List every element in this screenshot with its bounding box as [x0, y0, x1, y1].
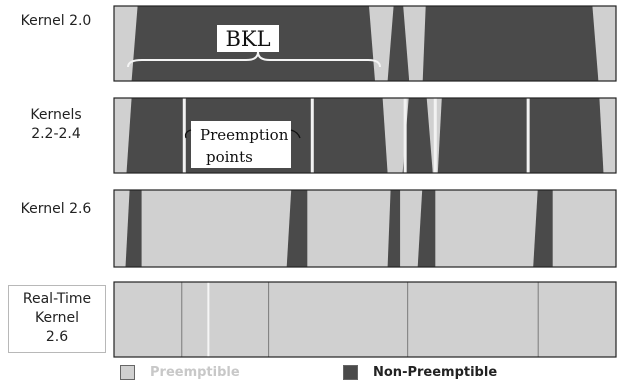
non-preemptible-swatch: [343, 364, 358, 380]
non-preemptible-segment: [387, 6, 410, 81]
row-label-kernel-2-0: Kernel 2.0: [20, 13, 92, 29]
kernel-preemption-diagram: BKL Preemption points: [113, 5, 617, 358]
row-label-real-time-kernel-2-6: Real-Time Kernel 2.6: [8, 285, 106, 353]
non-preemptible-segment: [422, 6, 599, 81]
bar-real-time-kernel-2-6: [113, 281, 617, 358]
non-preemptible-segment: [533, 190, 553, 267]
preemptible-segment: [387, 98, 403, 173]
preemptible-segment: [114, 6, 132, 81]
preemption-point-marker: [526, 98, 530, 173]
non-preemptible-segment: [417, 190, 436, 267]
row-label-kernel-2-6: Kernel 2.6: [20, 201, 92, 217]
legend-preemptible-label: Preemptible: [150, 364, 240, 380]
preemptible-segment: [603, 98, 616, 173]
preemptible-segment: [598, 6, 616, 81]
bkl-label: BKL: [225, 27, 270, 51]
bkl-label-box: [217, 25, 279, 52]
preemption-points-annotation: Preemption points: [184, 121, 301, 168]
preemption-point-marker: [182, 98, 186, 173]
non-preemptible-segment: [437, 98, 604, 173]
bar-kernels-2-2-2-4: [113, 97, 617, 174]
preemption-point-marker: [433, 98, 437, 173]
bar-outline: [113, 97, 617, 174]
preemptible-segment: [375, 6, 388, 81]
preemption-arrow-left: [184, 129, 192, 139]
non-preemptible-segment: [402, 98, 433, 173]
row-label-kernels-2-2-2-4: Kernels 2.2-2.4: [30, 107, 82, 142]
preemptible-segment: [114, 190, 616, 267]
legend-non-preemptible-label: Non-Preemptible: [373, 364, 498, 380]
bkl-annotation: BKL: [127, 25, 381, 68]
legend-non-preemptible: Non-Preemptible: [343, 362, 497, 382]
preemption-points-line2: points: [206, 148, 253, 166]
preemptible-swatch: [120, 364, 135, 380]
preemption-points-line1: Preemption: [200, 126, 289, 144]
bar-kernel-2-6: [113, 189, 617, 268]
preemptible-segment: [114, 282, 616, 357]
non-preemptible-segment: [387, 190, 401, 267]
bar-outline: [113, 5, 617, 82]
bar-outline: [113, 189, 617, 268]
preemption-points-box: [191, 121, 291, 168]
bar-kernel-2-0: [113, 5, 617, 82]
preemption-point-marker: [403, 98, 407, 173]
preemption-point-marker: [310, 98, 314, 173]
non-preemptible-segment: [125, 190, 142, 267]
bar-outline: [113, 281, 617, 358]
preemptible-segment: [409, 6, 423, 81]
preemptible-segment: [114, 98, 127, 173]
legend-preemptible: Preemptible: [120, 362, 240, 382]
non-preemptible-segment: [286, 190, 308, 267]
preemption-arrow-right: [290, 129, 301, 139]
